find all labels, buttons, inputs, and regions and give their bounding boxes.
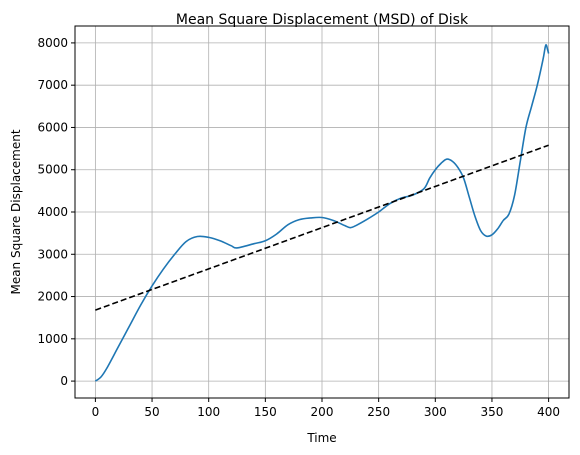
x-tick-label: 100 <box>197 405 220 419</box>
x-tick-label: 250 <box>367 405 390 419</box>
y-tick-label: 2000 <box>37 290 68 304</box>
x-tick-label: 150 <box>254 405 277 419</box>
y-tick-label: 1000 <box>37 332 68 346</box>
x-tick-label: 350 <box>481 405 504 419</box>
x-axis-ticks: 0 50 100 150 200 250 300 350 400 <box>92 398 560 419</box>
y-tick-label: 6000 <box>37 120 68 134</box>
x-axis-label: Time <box>306 431 336 445</box>
y-tick-label: 8000 <box>37 36 68 50</box>
grid <box>75 26 569 398</box>
y-tick-label: 7000 <box>37 78 68 92</box>
y-tick-label: 5000 <box>37 163 68 177</box>
y-tick-label: 3000 <box>37 247 68 261</box>
x-tick-label: 50 <box>144 405 159 419</box>
chart-title: Mean Square Displacement (MSD) of Disk <box>176 12 469 28</box>
x-tick-label: 400 <box>537 405 560 419</box>
series-layer <box>94 44 550 382</box>
x-tick-label: 200 <box>311 405 334 419</box>
msd-curve <box>94 44 550 382</box>
x-tick-label: 300 <box>424 405 447 419</box>
y-tick-label: 4000 <box>37 205 68 219</box>
y-axis-ticks: 0 1000 2000 3000 4000 5000 6000 7000 8000 <box>37 36 75 388</box>
y-axis-label: Mean Square Displacement <box>9 129 23 294</box>
x-tick-label: 0 <box>92 405 100 419</box>
y-tick-label: 0 <box>60 374 68 388</box>
fit-line-dashed <box>95 144 549 311</box>
